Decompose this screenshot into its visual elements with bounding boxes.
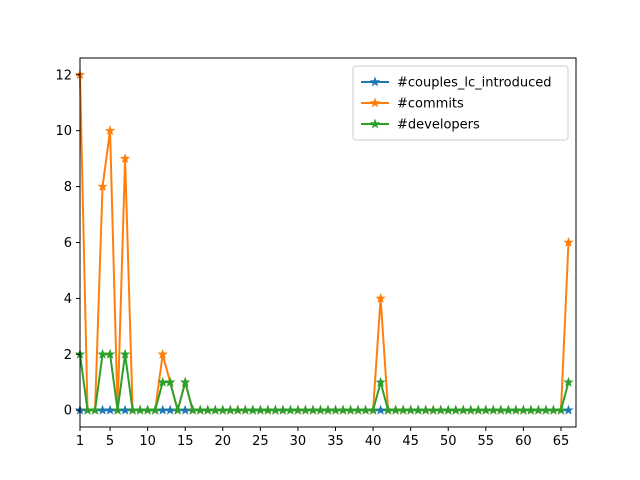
x-tick-label: 45 xyxy=(402,434,419,449)
y-tick-label: 4 xyxy=(64,292,72,307)
data-point xyxy=(97,181,108,192)
y-axis: 0 2 4 6 8 10 12 xyxy=(55,68,80,419)
y-tick-label: 8 xyxy=(64,180,72,195)
legend-item: #couples_lc_introduced xyxy=(361,76,551,91)
data-point xyxy=(112,404,123,415)
x-axis: 1 5 10 15 20 25 30 35 40 45 50 55 60 65 xyxy=(76,427,569,449)
x-tick-label: 25 xyxy=(252,434,269,449)
y-tick-label: 10 xyxy=(55,124,72,139)
x-tick-label: 5 xyxy=(106,434,114,449)
x-tick-label: 1 xyxy=(76,434,84,449)
data-point xyxy=(89,404,101,415)
x-tick-label: 40 xyxy=(365,434,382,449)
data-point xyxy=(164,376,176,387)
data-point xyxy=(180,376,191,387)
legend: #couples_lc_introduced #commits #developer… xyxy=(352,65,569,141)
x-tick-label: 60 xyxy=(515,434,532,449)
x-tick-label: 10 xyxy=(139,434,156,449)
legend-label: #commits xyxy=(397,97,464,112)
y-tick-label: 0 xyxy=(64,404,72,419)
x-tick-label: 15 xyxy=(177,434,194,449)
legend-marker xyxy=(369,76,381,87)
legend-item: #commits xyxy=(361,97,464,112)
series-layer xyxy=(74,69,574,415)
x-tick-label: 50 xyxy=(440,434,457,449)
x-tick-label: 35 xyxy=(327,434,344,449)
data-point xyxy=(157,348,168,359)
data-point xyxy=(375,376,386,387)
data-point xyxy=(563,376,574,387)
legend-box xyxy=(352,65,569,141)
data-point xyxy=(119,153,131,164)
legend-label: #developers xyxy=(397,118,480,133)
data-point xyxy=(375,292,386,303)
y-tick-label: 2 xyxy=(64,348,72,363)
x-tick-label: 30 xyxy=(290,434,307,449)
data-point xyxy=(104,125,116,136)
legend-marker xyxy=(369,118,381,129)
data-point xyxy=(367,404,379,415)
legend-marker xyxy=(369,97,381,108)
data-point xyxy=(104,348,116,359)
data-point xyxy=(149,404,161,415)
legend-label: #couples_lc_introduced xyxy=(397,76,551,91)
y-tick-label: 6 xyxy=(64,236,72,251)
data-point xyxy=(555,404,567,415)
x-tick-label: 65 xyxy=(553,434,570,449)
y-tick-label: 12 xyxy=(55,68,72,83)
x-tick-label: 20 xyxy=(215,434,232,449)
legend-item: #developers xyxy=(361,118,480,133)
data-point xyxy=(172,404,183,415)
series-2 xyxy=(74,348,574,415)
data-point xyxy=(119,348,131,359)
x-tick-label: 55 xyxy=(478,434,495,449)
data-point xyxy=(563,237,574,247)
